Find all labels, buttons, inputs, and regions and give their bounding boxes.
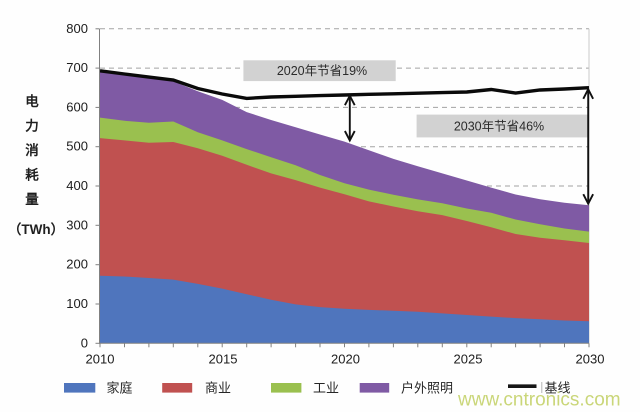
svg-text:消: 消 bbox=[25, 142, 39, 158]
svg-text:工业: 工业 bbox=[313, 381, 339, 396]
svg-text:2025: 2025 bbox=[454, 352, 483, 367]
svg-text:家庭: 家庭 bbox=[107, 381, 133, 396]
svg-text:www.cntronics.com: www.cntronics.com bbox=[457, 390, 621, 411]
svg-text:（TWh）: （TWh） bbox=[8, 222, 64, 237]
svg-text:800: 800 bbox=[66, 21, 88, 36]
svg-text:400: 400 bbox=[66, 178, 88, 193]
svg-text:300: 300 bbox=[66, 217, 88, 232]
svg-text:2015: 2015 bbox=[209, 352, 238, 367]
svg-text:基线: 基线 bbox=[545, 381, 571, 396]
svg-text:100: 100 bbox=[66, 296, 88, 311]
svg-text:商业: 商业 bbox=[205, 381, 231, 396]
svg-text:2020: 2020 bbox=[331, 352, 360, 367]
svg-text:700: 700 bbox=[66, 60, 88, 75]
svg-text:600: 600 bbox=[66, 99, 88, 114]
svg-text:500: 500 bbox=[66, 139, 88, 154]
svg-text:0: 0 bbox=[81, 335, 88, 350]
svg-text:电: 电 bbox=[25, 93, 39, 109]
svg-text:耗: 耗 bbox=[25, 167, 39, 183]
svg-text:2020年节省19%: 2020年节省19% bbox=[277, 64, 367, 78]
svg-text:力: 力 bbox=[25, 118, 39, 134]
svg-text:户外照明: 户外照明 bbox=[401, 381, 453, 396]
svg-text:量: 量 bbox=[25, 192, 39, 207]
svg-text:2030: 2030 bbox=[576, 352, 605, 367]
svg-text:200: 200 bbox=[66, 257, 88, 272]
svg-text:2030年节省46%: 2030年节省46% bbox=[454, 120, 544, 134]
svg-text:2010: 2010 bbox=[86, 352, 115, 367]
